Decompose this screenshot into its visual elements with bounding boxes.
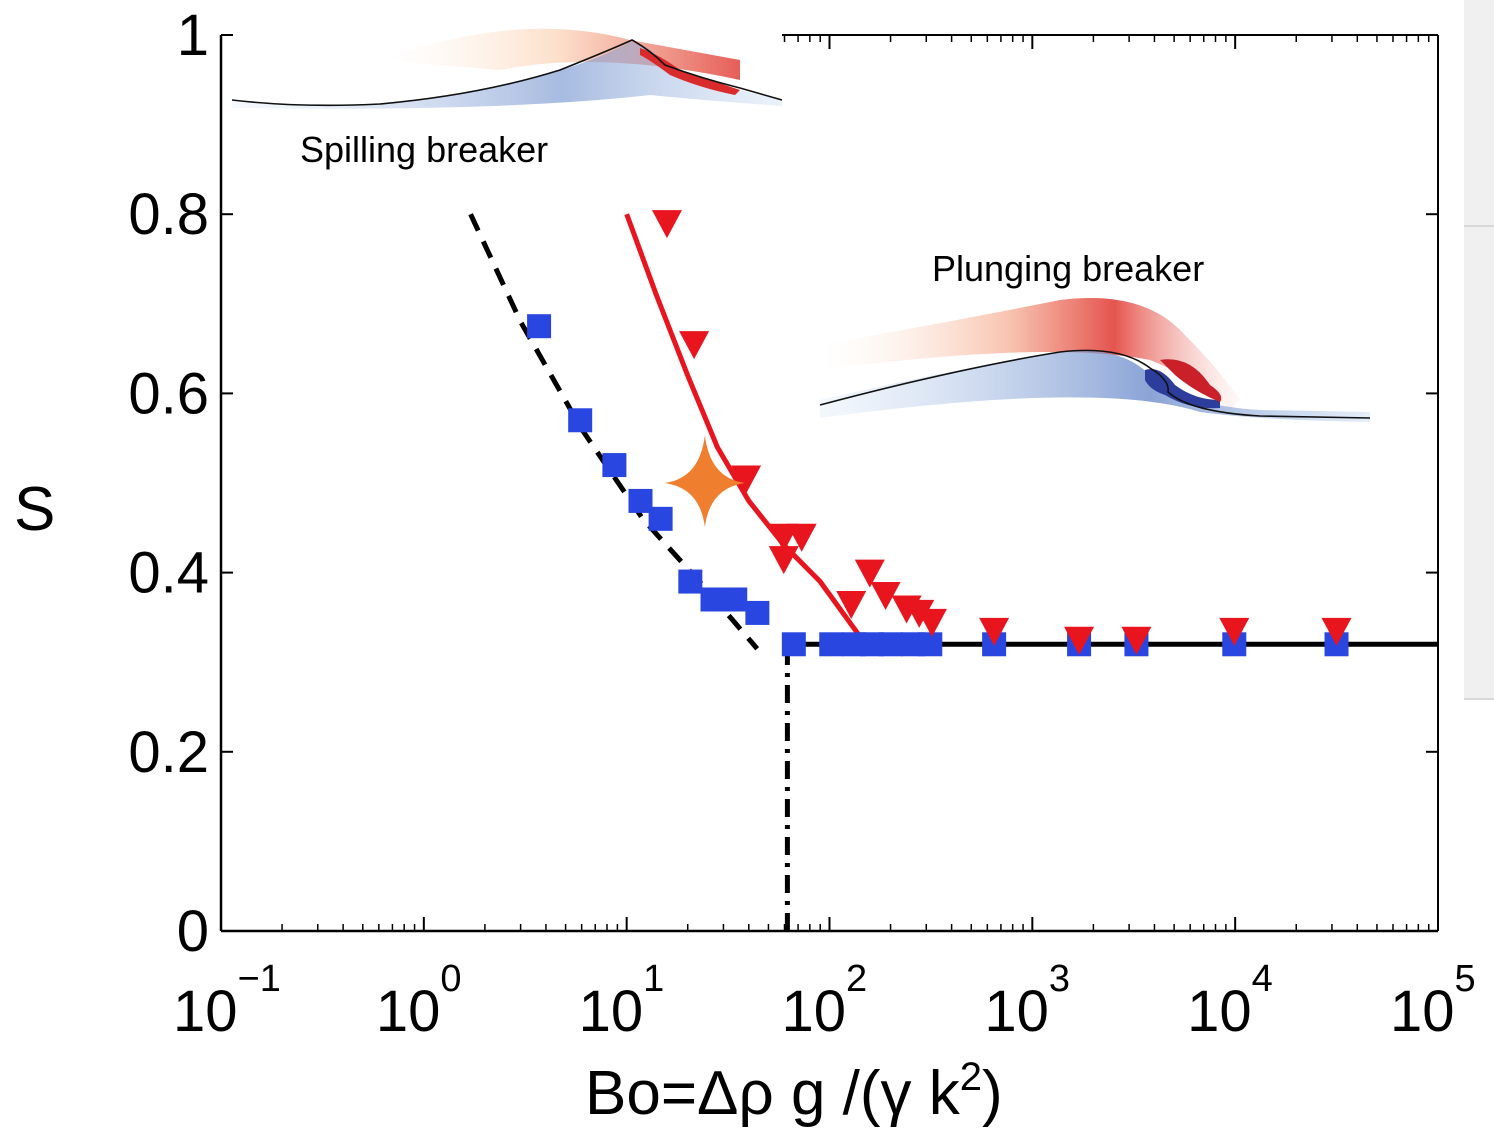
plunging-wave-inset (819, 298, 1371, 422)
y-tick-label: 1 (177, 3, 209, 68)
x-tick-label: 105 (1390, 958, 1476, 1044)
star-marker (664, 435, 745, 527)
square-marker (781, 632, 806, 657)
square-marker (723, 587, 748, 612)
y-tick-label: 0.8 (128, 182, 209, 247)
square-marker (628, 488, 653, 513)
side-divider-bottom (1464, 698, 1494, 700)
spilling-wave-inset (231, 28, 783, 109)
square-marker (918, 632, 943, 657)
triangle-marker (679, 331, 710, 360)
side-divider-top (1464, 225, 1494, 227)
triangle-marker (1321, 617, 1352, 646)
axes: 0 0.2 0.4 0.6 0.8 1 10−1 100 101 102 103 104 105 (128, 3, 1475, 1044)
y-axis-label: S (14, 475, 55, 544)
triangle-marker (916, 608, 947, 637)
square-marker (568, 408, 593, 433)
triangle-marker (854, 559, 885, 588)
square-marker (678, 569, 703, 594)
x-tick-label: 100 (376, 958, 462, 1044)
x-axis-label-sup: 2 (960, 1055, 982, 1099)
side-scroll-panel (1464, 0, 1494, 700)
x-tick-label: 102 (782, 958, 868, 1044)
triangle-marker (836, 590, 867, 619)
y-tick-label: 0.2 (128, 720, 209, 785)
highlight-star (664, 435, 745, 527)
triangle-marker (870, 582, 901, 610)
x-tick-label: 104 (1187, 958, 1273, 1044)
fit-line-dashed (468, 213, 760, 651)
y-tick-label: 0.4 (128, 541, 209, 606)
square-marker (819, 632, 844, 657)
x-axis-label: Bo=Δρ g /(γ k2) (585, 1055, 1003, 1128)
triangle-marker (979, 617, 1010, 646)
square-marker (527, 314, 552, 339)
y-tick-label: 0 (177, 899, 209, 964)
triangle-marker (1064, 626, 1095, 655)
square-marker (745, 600, 770, 625)
triangle-marker (1219, 617, 1250, 646)
fit-line-solid (624, 213, 862, 637)
x-tick-label: 103 (984, 958, 1070, 1044)
triangle-marker (731, 465, 762, 494)
y-tick-label: 0.6 (128, 361, 209, 426)
x-tick-label: 10−1 (173, 958, 281, 1044)
triangle-marker (768, 546, 799, 575)
x-axis-label-close: ) (982, 1059, 1003, 1128)
x-axis-label-main: Bo=Δρ g /(γ k (585, 1059, 961, 1128)
spilling-breaker-label: Spilling breaker (300, 129, 548, 170)
triangle-marker (1121, 626, 1152, 655)
square-marker (648, 506, 673, 531)
plunging-breaker-label: Plunging breaker (932, 248, 1204, 289)
square-marker (700, 587, 725, 612)
triangle-marker (651, 210, 682, 239)
square-marker (878, 632, 903, 657)
x-tick-label: 101 (579, 958, 665, 1044)
triangle-marker (904, 599, 935, 628)
square-marker (602, 453, 627, 478)
triangle-marker (786, 523, 817, 552)
data-points (527, 210, 1352, 657)
